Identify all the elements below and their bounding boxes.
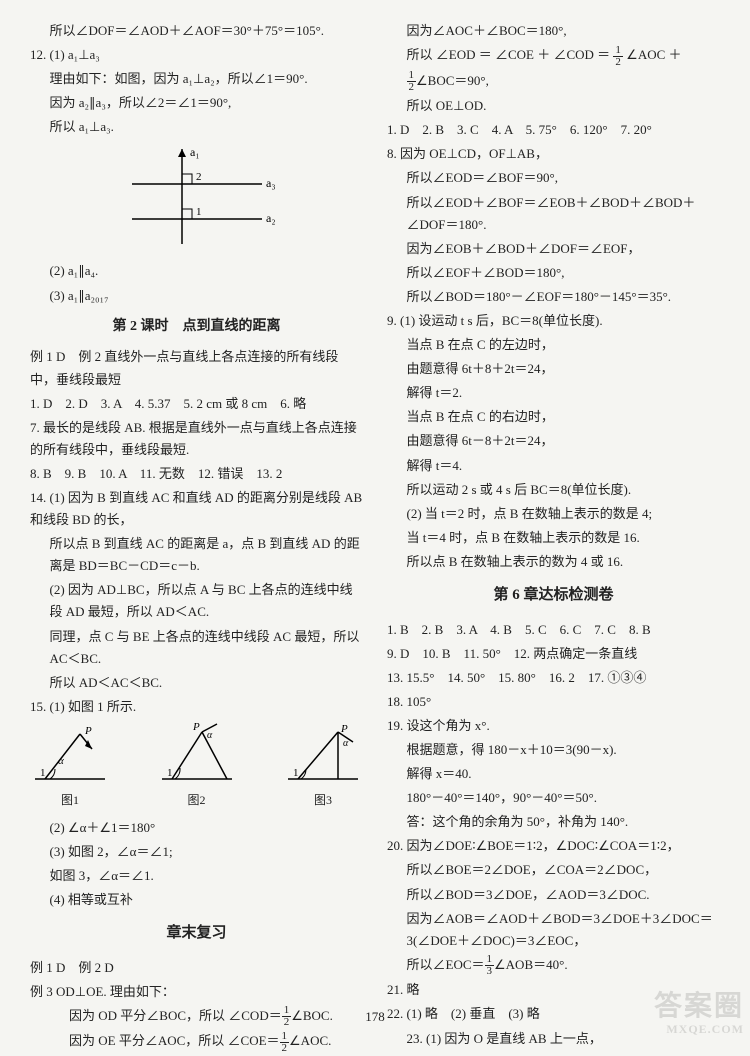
q15-d: 如图 3，∠α＝∠1. bbox=[30, 865, 363, 887]
q9-h: 所以运动 2 s 或 4 s 后 BC＝8(单位长度). bbox=[387, 479, 720, 501]
q14-b: 所以点 B 到直线 AC 的距离是 a，点 B 到直线 AD 的距离是 BD＝B… bbox=[30, 533, 363, 577]
ch6-row4: 18. 105° bbox=[387, 691, 720, 713]
q12-3: (3) a₁∥a₂₀₁₇ bbox=[30, 285, 363, 307]
lesson-2-title: 第 2 课时 点到直线的距离 bbox=[30, 315, 363, 339]
q19-e: 答：这个角的余角为 50°，补角为 140°. bbox=[387, 811, 720, 833]
q9-i: (2) 当 t＝2 时，点 B 在数轴上表示的数是 4; bbox=[387, 503, 720, 525]
cr-examples: 例 1 D 例 2 D bbox=[30, 957, 363, 979]
svg-text:a₁: a₁ bbox=[190, 145, 200, 159]
q12-2: (2) a₁∥a₄. bbox=[30, 260, 363, 282]
q19-d: 180°－40°＝140°，90°－40°＝50°. bbox=[387, 787, 720, 809]
example-1-2: 例 1 D 例 2 直线外一点与直线上各点连接的所有线段中，垂线段最短 bbox=[30, 346, 363, 390]
left-column: 所以∠DOF＝∠AOD＋∠AOF＝30°＋75°＝105°. 12. (1) a… bbox=[30, 20, 363, 1056]
figure-row: P α 1 图1 P α 1 图2 bbox=[30, 724, 363, 811]
q15-c: (3) 如图 2，∠α＝∠1; bbox=[30, 841, 363, 863]
svg-text:1: 1 bbox=[40, 767, 46, 779]
q14-d: 同理，点 C 与 BE 上各点的连线中线段 AC 最短，所以 AC＜BC. bbox=[30, 626, 363, 670]
q14-e: 所以 AD＜AC＜BC. bbox=[30, 672, 363, 694]
q12-c: 因为 a₂∥a₃，所以∠2＝∠1＝90°, bbox=[30, 92, 363, 114]
right-column: 因为∠AOC＋∠BOC＝180°, 所以 ∠EOD ＝ ∠COE ＋ ∠COD … bbox=[387, 20, 720, 1056]
q8-d: 因为∠EOB＋∠BOD＋∠DOF＝∠EOF， bbox=[387, 238, 720, 260]
svg-text:P: P bbox=[84, 725, 92, 737]
q14-c: (2) 因为 AD⊥BC，所以点 A 与 BC 上各点的连线中线段 AD 最短，… bbox=[30, 579, 363, 623]
svg-text:α: α bbox=[207, 730, 213, 741]
page-number: 178 bbox=[365, 1006, 385, 1028]
perpendicular-lines-diagram: a₁ a₃ a₂ 2 1 bbox=[112, 144, 282, 254]
q9-c: 由题意得 6t＋8＋2t＝24， bbox=[387, 358, 720, 380]
q8-a: 8. 因为 OE⊥CD，OF⊥AB， bbox=[387, 143, 720, 165]
q19-b: 根据题意，得 180－x＋10＝3(90－x). bbox=[387, 739, 720, 761]
q9-e: 当点 B 在点 C 的右边时， bbox=[387, 406, 720, 428]
r2b: 12∠BOC＝90°, bbox=[387, 70, 720, 94]
q12-1: 12. (1) a₁⊥a₃ bbox=[30, 44, 363, 66]
figure-1: P α 1 图1 bbox=[30, 724, 110, 811]
svg-text:1: 1 bbox=[196, 206, 202, 218]
q8-b: 所以∠EOD＝∠BOF＝90°, bbox=[387, 167, 720, 189]
q9-f: 由题意得 6t－8＋2t＝24， bbox=[387, 430, 720, 452]
cr-ex3-b: 因为 OD 平分∠BOC，所以 ∠COD＝12∠BOC. bbox=[30, 1005, 363, 1029]
answers-row-1: 1. D 2. D 3. A 4. 5.37 5. 2 cm 或 8 cm 6.… bbox=[30, 393, 363, 415]
q9-k: 所以点 B 在数轴上表示的数为 4 或 16. bbox=[387, 551, 720, 573]
q20-c: 所以∠BOD＝3∠DOE，∠AOD＝3∠DOC. bbox=[387, 884, 720, 906]
r1: 因为∠AOC＋∠BOC＝180°, bbox=[387, 20, 720, 42]
q9-a: 9. (1) 设运动 t s 后，BC＝8(单位长度). bbox=[387, 310, 720, 332]
svg-text:α: α bbox=[343, 738, 349, 749]
text-line: 所以∠DOF＝∠AOD＋∠AOF＝30°＋75°＝105°. bbox=[30, 20, 363, 42]
figure-3: P α 1 图3 bbox=[283, 724, 363, 811]
chapter-review-title: 章末复习 bbox=[30, 921, 363, 947]
svg-text:1: 1 bbox=[167, 767, 173, 779]
watermark: 答案圈 MXQE.COM bbox=[654, 992, 744, 1036]
q20-b: 所以∠BOE＝2∠DOE，∠COA＝2∠DOC， bbox=[387, 859, 720, 881]
svg-text:1: 1 bbox=[293, 767, 299, 779]
svg-text:α: α bbox=[58, 755, 64, 767]
q9-b: 当点 B 在点 C 的左边时， bbox=[387, 334, 720, 356]
figure-2: P α 1 图2 bbox=[157, 724, 237, 811]
svg-text:a₂: a₂ bbox=[266, 211, 276, 225]
answers-row-2: 8. B 9. B 10. A 11. 无数 12. 错误 13. 2 bbox=[30, 463, 363, 485]
q19-a: 19. 设这个角为 x°. bbox=[387, 715, 720, 737]
q8-e: 所以∠EOF＋∠BOD＝180°, bbox=[387, 262, 720, 284]
r3: 所以 OE⊥OD. bbox=[387, 95, 720, 117]
q9-j: 当 t＝4 时，点 B 在数轴上表示的数是 16. bbox=[387, 527, 720, 549]
q15-b: (2) ∠α＋∠1＝180° bbox=[30, 817, 363, 839]
q9-d: 解得 t＝2. bbox=[387, 382, 720, 404]
q20-a: 20. 因为∠DOE∶∠BOE＝1∶2，∠DOC∶∠COA＝1∶2， bbox=[387, 835, 720, 857]
q20-e: 所以∠EOC＝13∠AOB＝40°. bbox=[387, 954, 720, 978]
q12-reason: 理由如下：如图，因为 a₁⊥a₂，所以∠1＝90°. bbox=[30, 68, 363, 90]
q20-d: 因为∠AOB＝∠AOD＋∠BOD＝3∠DOE＋3∠DOC＝3(∠DOE＋∠DOC… bbox=[387, 908, 720, 952]
ch6-row2: 9. D 10. B 11. 50° 12. 两点确定一条直线 bbox=[387, 643, 720, 665]
svg-text:a₃: a₃ bbox=[266, 176, 276, 190]
q14-a: 14. (1) 因为 B 到直线 AC 和直线 AD 的距离分别是线段 AB 和… bbox=[30, 487, 363, 531]
svg-text:P: P bbox=[192, 721, 200, 733]
svg-text:2: 2 bbox=[196, 171, 202, 183]
answers-row-3: 1. D 2. B 3. C 4. A 5. 75° 6. 120° 7. 20… bbox=[387, 119, 720, 141]
cr-ex3-a: 例 3 OD⊥OE. 理由如下： bbox=[30, 981, 363, 1003]
cr-ex3-c: 因为 OE 平分∠AOC，所以 ∠COE＝12∠AOC. bbox=[30, 1030, 363, 1054]
r2: 所以 ∠EOD ＝ ∠COE ＋ ∠COD ＝ 12 ∠AOC ＋ bbox=[387, 44, 720, 68]
q9-g: 解得 t＝4. bbox=[387, 455, 720, 477]
ch6-row1: 1. B 2. B 3. A 4. B 5. C 6. C 7. C 8. B bbox=[387, 619, 720, 641]
svg-text:P: P bbox=[340, 723, 348, 735]
q15-e: (4) 相等或互补 bbox=[30, 889, 363, 911]
q12-d: 所以 a₁⊥a₃. bbox=[30, 116, 363, 138]
q19-c: 解得 x＝40. bbox=[387, 763, 720, 785]
q8-c: 所以∠EOD＋∠BOF＝∠EOB＋∠BOD＋∠BOD＋∠DOF＝180°. bbox=[387, 192, 720, 236]
ch6-row3: 13. 15.5° 14. 50° 15. 80° 16. 2 17. ①③④ bbox=[387, 667, 720, 689]
q7: 7. 最长的是线段 AB. 根据是直线外一点与直线上各点连接的所有线段中，垂线段… bbox=[30, 417, 363, 461]
chapter-6-test-title: 第 6 章达标检测卷 bbox=[387, 583, 720, 609]
q15-a: 15. (1) 如图 1 所示. bbox=[30, 696, 363, 718]
q8-f: 所以∠BOD＝180°－∠EOF＝180°－145°＝35°. bbox=[387, 286, 720, 308]
